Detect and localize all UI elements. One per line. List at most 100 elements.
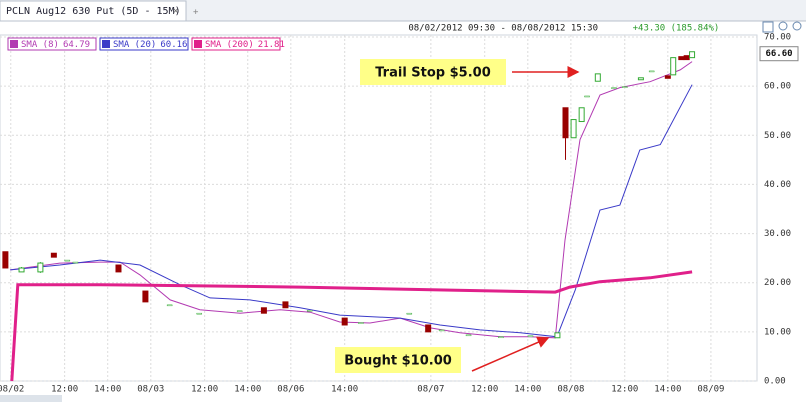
candle-body [438,329,445,332]
x-tick-label: 08/06 [277,385,304,395]
candle-body [260,307,267,314]
annotation-box [360,59,506,85]
candle-body [465,334,472,337]
legend-name: SMA (20) [113,40,156,50]
legend-value: 60.16 [160,40,187,50]
legend-item[interactable] [99,37,189,51]
legend-item[interactable] [191,37,281,51]
candle-body [670,57,677,76]
candle-body [72,261,79,264]
candle-body [142,290,149,303]
y-tick-label: 20.00 [764,278,791,288]
x-tick-label: 12:00 [191,385,218,395]
last-price-tag [759,46,799,62]
legend-swatch [102,40,110,48]
candle-body [554,332,561,339]
annotation: Bought $10.00 [344,354,452,369]
x-tick-label: 14:00 [331,385,358,395]
y-tick-label: 10.00 [764,327,791,337]
candle-body [621,86,628,88]
scrollbar[interactable] [0,395,62,402]
candle-body [498,336,504,339]
candle-body [2,251,9,269]
candle-body [611,87,617,89]
legend-name: SMA (8) [21,40,59,50]
sma-line [10,270,693,382]
legend-swatch [10,40,18,48]
candle-body [282,301,289,309]
change: +43.30 (185.84%) [633,24,720,34]
candle-body [527,335,534,338]
candle-body [562,107,569,139]
y-tick-label: 0.00 [764,377,786,387]
candle-body [425,324,432,333]
lines [10,61,693,382]
legend-swatch [194,40,202,48]
legend-item[interactable] [7,37,97,51]
tab-close[interactable]: × [173,7,178,17]
candle-body [637,77,644,81]
zoom-in-icon[interactable] [778,21,788,31]
candle-body [64,259,71,262]
date-range: 08/02/2012 09:30 - 08/08/2012 15:30 [408,24,598,34]
candle-body [358,322,364,324]
candle-body [18,267,25,273]
candle-body [594,73,601,82]
y-tick-label: 40.00 [764,180,791,190]
zoom-box-icon[interactable] [762,21,774,33]
candle-body [166,304,173,307]
x-tick-label: 12:00 [611,385,638,395]
y-tick-label: 30.00 [764,229,791,239]
candle-body [683,55,690,61]
legend-name: SMA (200) [205,40,254,50]
legend: SMA (8) 64.79 SMA (20) 60.16 SMA (200) 21.81 [7,37,285,51]
x-tick-label: 08/02 [0,385,24,395]
candle-body [406,312,413,315]
y-tick-label: 50.00 [764,131,791,141]
last-price-label: 66.60 [765,49,792,59]
candle-body [689,51,696,59]
candle-body [664,75,671,79]
y-tick-label: 60.00 [764,82,791,92]
zoom-out-icon[interactable] [792,21,802,31]
candle-body [341,317,348,326]
candle-body [115,264,122,273]
candle-body [678,56,685,61]
candle-body [196,312,203,315]
toolbar [762,21,802,33]
sma-line [10,61,693,339]
candle-body [648,70,655,73]
x-tick-label: 08/08 [557,385,584,395]
x-tick-label: 14:00 [94,385,121,395]
grid [0,35,757,382]
candle-body [570,119,577,139]
y-tick-label: 70.00 [764,33,791,43]
candle-body [578,107,585,123]
annotation-box [335,347,461,373]
candle-body [37,262,44,273]
candle-body [584,95,590,98]
x-tick-label: 14:00 [234,385,261,395]
new-tab[interactable]: + [193,8,199,18]
x-tick-label: 12:00 [471,385,498,395]
annotation: Trail Stop $5.00 [375,66,491,81]
x-tick-label: 08/03 [137,385,164,395]
x-tick-label: 14:00 [654,385,681,395]
x-tick-label: 14:00 [514,385,541,395]
candle-body [306,309,313,312]
plot-frame [0,34,758,382]
x-tick-label: 12:00 [51,385,78,395]
x-tick-label: 08/07 [417,385,444,395]
tab-title: PCLN Aug12 630 Put (5D - 15M) [6,6,181,17]
legend-value: 21.81 [258,40,285,50]
candle-body [50,252,57,258]
tab-bar [0,0,806,21]
sma-line [10,84,693,338]
legend-value: 64.79 [63,40,90,50]
axes: 0.00 10.00 20.00 30.00 40.00 50.00 60.00 70.00 0… [0,33,799,395]
x-tick-label: 08/09 [697,385,724,395]
candles [2,51,696,339]
annotation-arrow [471,336,550,372]
